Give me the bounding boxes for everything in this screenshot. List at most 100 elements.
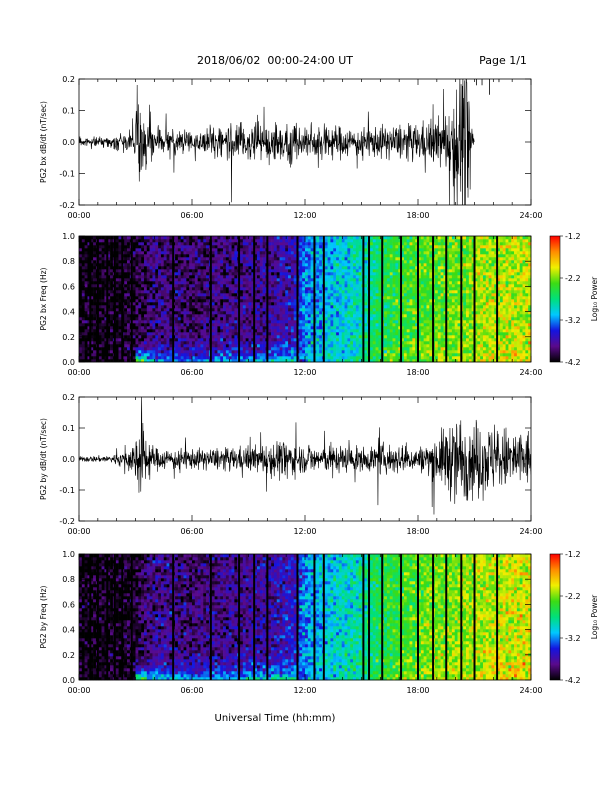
- spectrogram-cell: [319, 275, 323, 279]
- spectrogram-cell: [127, 320, 131, 324]
- spectrogram-cell: [203, 266, 207, 270]
- spectrogram-cell: [248, 317, 252, 321]
- spectrogram-cell: [389, 284, 393, 288]
- spectrogram-cell: [344, 338, 348, 342]
- spectrogram-cell: [240, 320, 244, 324]
- spectrogram-cell: [305, 272, 309, 276]
- spectrogram-cell: [101, 332, 105, 336]
- spectrogram-cell: [316, 320, 320, 324]
- spectrogram-cell: [234, 344, 238, 348]
- spectrogram-cell: [101, 290, 105, 294]
- spectrogram-cell: [197, 335, 201, 339]
- spectrogram-cell: [375, 317, 379, 321]
- spectrogram-cell: [160, 275, 165, 279]
- spectrogram-cell: [203, 248, 207, 252]
- spectrogram-cell: [369, 353, 374, 357]
- spectrogram-cell: [293, 251, 297, 255]
- spectrogram-cell: [248, 263, 252, 267]
- spectrogram-cell: [93, 260, 97, 264]
- spectrogram-cell: [338, 287, 343, 291]
- spectrogram-cell: [214, 248, 218, 252]
- spectrogram-cell: [305, 329, 309, 333]
- spectrogram-cell: [177, 254, 182, 258]
- spectrogram-cell: [307, 236, 311, 240]
- spectrogram-cell: [214, 278, 218, 282]
- spectrogram-cell: [307, 281, 311, 285]
- spectrogram-cell: [90, 359, 94, 363]
- spectrogram-cell: [81, 239, 85, 243]
- spectrogram-cell: [372, 287, 376, 291]
- spectrogram-cell: [369, 251, 374, 255]
- spectrogram-cell: [115, 356, 119, 360]
- spectrogram-cell: [324, 260, 328, 264]
- spectrogram-cell: [124, 350, 128, 354]
- spectrogram-cell: [310, 344, 314, 348]
- spectrogram-cell: [324, 293, 328, 297]
- spectrogram-cell: [395, 308, 399, 312]
- spectrogram-cell: [375, 338, 379, 342]
- spectrogram-cell: [259, 293, 263, 297]
- spectrogram-cell: [285, 329, 289, 333]
- spectrogram-cell: [203, 278, 207, 282]
- spectrogram-cell: [79, 248, 83, 252]
- spectrogram-cell: [155, 299, 159, 303]
- spectrogram-cell: [293, 359, 297, 363]
- spectrogram-cell: [262, 290, 266, 294]
- spectrogram-cell: [211, 281, 215, 285]
- spectrogram-cell: [146, 359, 150, 363]
- spectrogram-cell: [254, 338, 258, 342]
- spectrogram-cell: [220, 251, 224, 255]
- spectrogram-cell: [231, 347, 235, 351]
- spectrogram-cell: [217, 272, 221, 276]
- spectrogram-cell: [347, 347, 351, 351]
- spectrogram-cell: [81, 329, 85, 333]
- spectrogram-cell: [372, 320, 376, 324]
- spectrogram-cell: [152, 269, 156, 273]
- spectrogram-cell: [319, 245, 323, 249]
- spectrogram-cell: [324, 317, 328, 321]
- spectrogram-cell: [228, 332, 232, 336]
- spectrogram-cell: [200, 332, 204, 336]
- spectrogram-cell: [279, 281, 283, 285]
- spectrogram-cell: [403, 344, 408, 348]
- spectrogram-cell: [273, 338, 278, 342]
- spectrogram-cell: [197, 260, 201, 264]
- spectrogram-cell: [104, 311, 108, 315]
- spectrogram-cell: [135, 260, 139, 264]
- spectrogram-cell: [203, 302, 207, 306]
- spectrogram-cell: [160, 272, 165, 276]
- spectrogram-cell: [285, 359, 289, 363]
- spectrogram-cell: [341, 350, 345, 354]
- spectrogram-cell: [293, 263, 297, 267]
- spectrogram-cell: [293, 323, 297, 327]
- spectrogram-cell: [214, 275, 218, 279]
- spectrogram-cell: [214, 269, 218, 273]
- spectrogram-cell: [316, 356, 320, 360]
- spectrogram-cell: [110, 290, 114, 294]
- spectrogram-cell: [155, 263, 159, 267]
- spectrogram-cell: [330, 254, 334, 258]
- spectrogram-cell: [372, 242, 376, 246]
- spectrogram-cell: [194, 296, 198, 300]
- spectrogram-cell: [160, 287, 165, 291]
- spectrogram-cell: [256, 326, 261, 330]
- spectrogram-cell: [143, 344, 148, 348]
- spectrogram-cell: [386, 338, 391, 342]
- spectrogram-cell: [175, 260, 179, 264]
- spectrogram-cell: [293, 332, 297, 336]
- spectrogram-cell: [158, 320, 162, 324]
- spectrogram-cell: [163, 353, 167, 357]
- spectrogram-cell: [344, 290, 348, 294]
- spectrogram-cell: [127, 236, 131, 240]
- spectrogram-cell: [279, 299, 283, 303]
- spectrogram-cell: [290, 350, 295, 354]
- spectrogram-cell: [180, 248, 184, 252]
- spectrogram-cell: [217, 278, 221, 282]
- spectrogram-cell: [214, 287, 218, 291]
- spectrogram-cell: [220, 293, 224, 297]
- spectrogram-cell: [98, 326, 102, 330]
- spectrogram-cell: [290, 293, 295, 297]
- spectrogram-cell: [127, 248, 131, 252]
- spectrogram-cell: [398, 335, 402, 339]
- spectrogram-cell: [214, 323, 218, 327]
